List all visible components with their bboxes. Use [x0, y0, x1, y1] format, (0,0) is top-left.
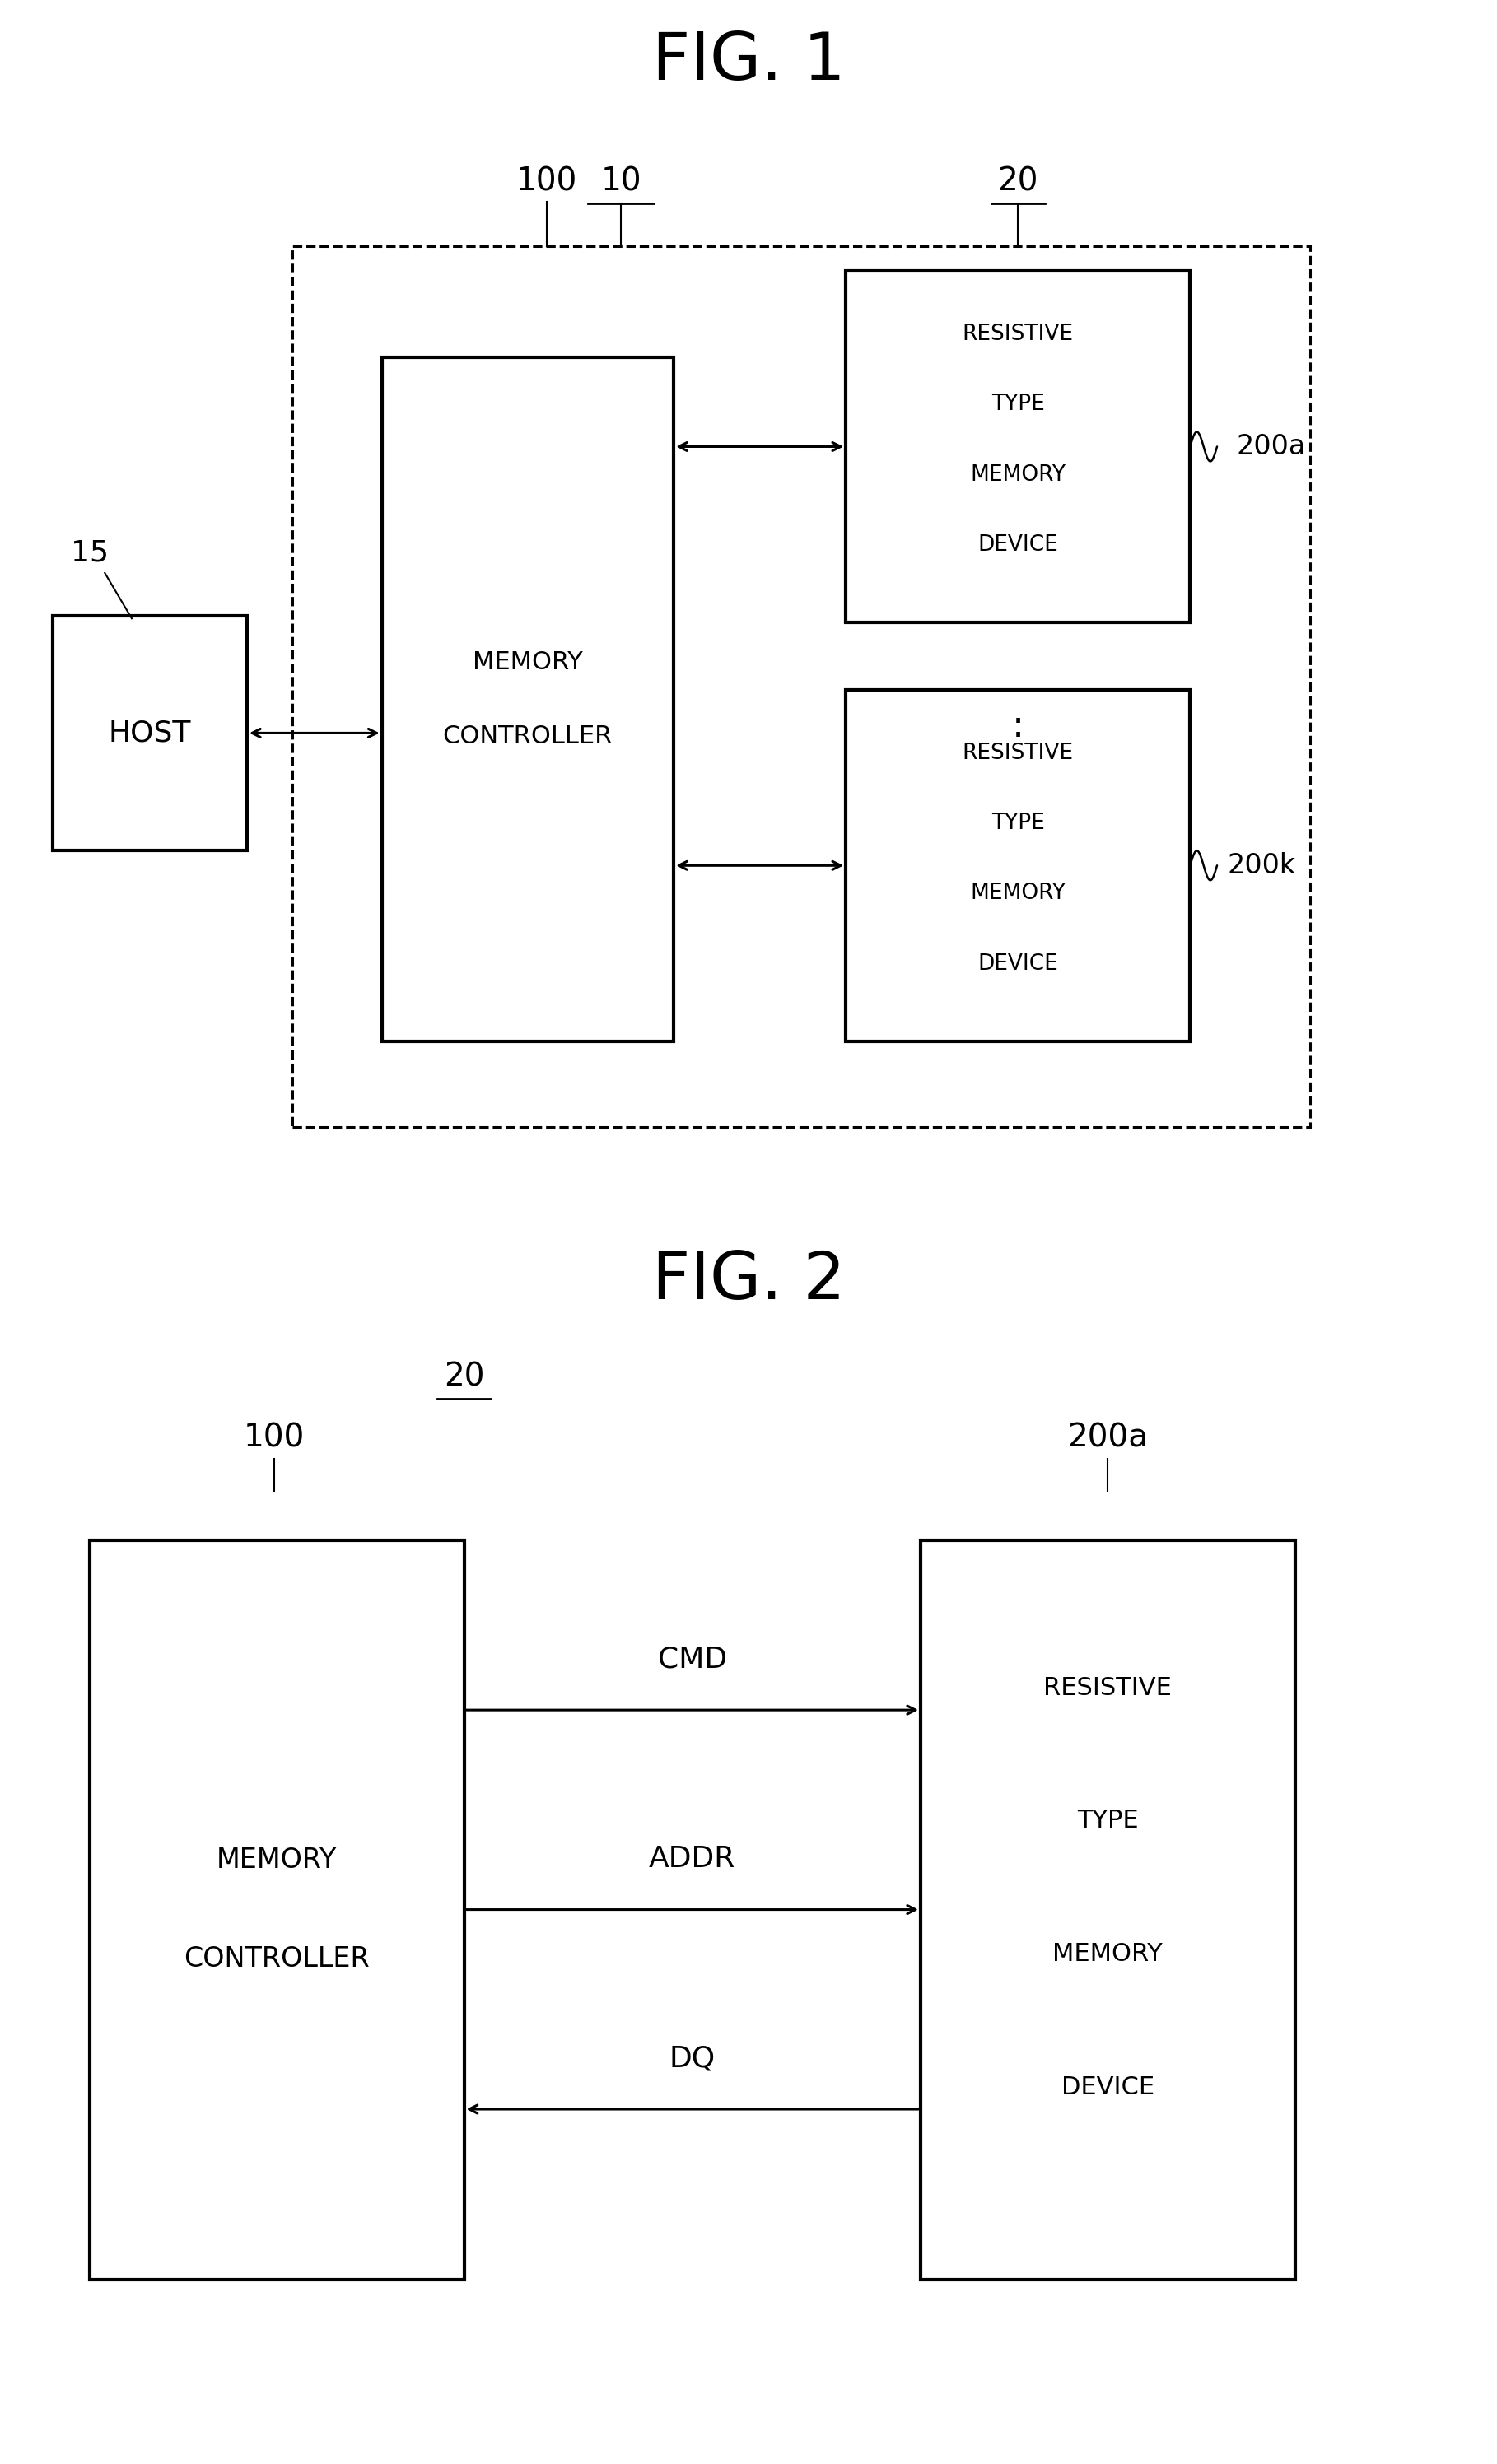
Text: 100: 100 [244, 1422, 304, 1454]
Text: ADDR: ADDR [650, 1846, 735, 1873]
Text: 15: 15 [70, 540, 109, 567]
Text: 200a: 200a [1237, 434, 1305, 461]
Text: 20: 20 [997, 165, 1039, 197]
Text: MEMORY: MEMORY [970, 882, 1066, 904]
Text: DEVICE: DEVICE [978, 535, 1058, 554]
Text: TYPE: TYPE [991, 813, 1045, 833]
Text: RESISTIVE: RESISTIVE [963, 742, 1073, 764]
Text: DEVICE: DEVICE [1061, 2075, 1154, 2099]
Text: CONTROLLER: CONTROLLER [443, 724, 612, 749]
Text: MEMORY: MEMORY [217, 1846, 337, 1875]
Bar [292, 246, 1310, 1129]
Text: FIG. 2: FIG. 2 [651, 1249, 846, 1313]
Text: 200a: 200a [1067, 1422, 1148, 1454]
Text: :: : [1012, 710, 1024, 744]
Bar [846, 690, 1190, 1040]
Text: DEVICE: DEVICE [978, 954, 1058, 973]
Text: CMD: CMD [657, 1646, 728, 1673]
Bar [90, 1540, 464, 2279]
Text: MEMORY: MEMORY [1052, 1942, 1163, 1966]
Text: 20: 20 [443, 1360, 485, 1392]
Text: MEMORY: MEMORY [473, 650, 582, 675]
Text: MEMORY: MEMORY [970, 463, 1066, 485]
Text: FIG. 1: FIG. 1 [651, 30, 846, 94]
Bar [382, 357, 674, 1040]
Bar [846, 271, 1190, 623]
Text: CONTROLLER: CONTROLLER [184, 1944, 370, 1974]
Bar [921, 1540, 1295, 2279]
Bar [52, 616, 247, 850]
Text: 200k: 200k [1228, 853, 1296, 880]
Text: HOST: HOST [108, 719, 192, 747]
Text: RESISTIVE: RESISTIVE [963, 323, 1073, 345]
Text: TYPE: TYPE [1076, 1809, 1139, 1833]
Text: 10: 10 [600, 165, 642, 197]
Text: RESISTIVE: RESISTIVE [1043, 1676, 1172, 1700]
Text: TYPE: TYPE [991, 394, 1045, 414]
Text: DQ: DQ [669, 2045, 716, 2072]
Text: 100: 100 [516, 165, 576, 197]
